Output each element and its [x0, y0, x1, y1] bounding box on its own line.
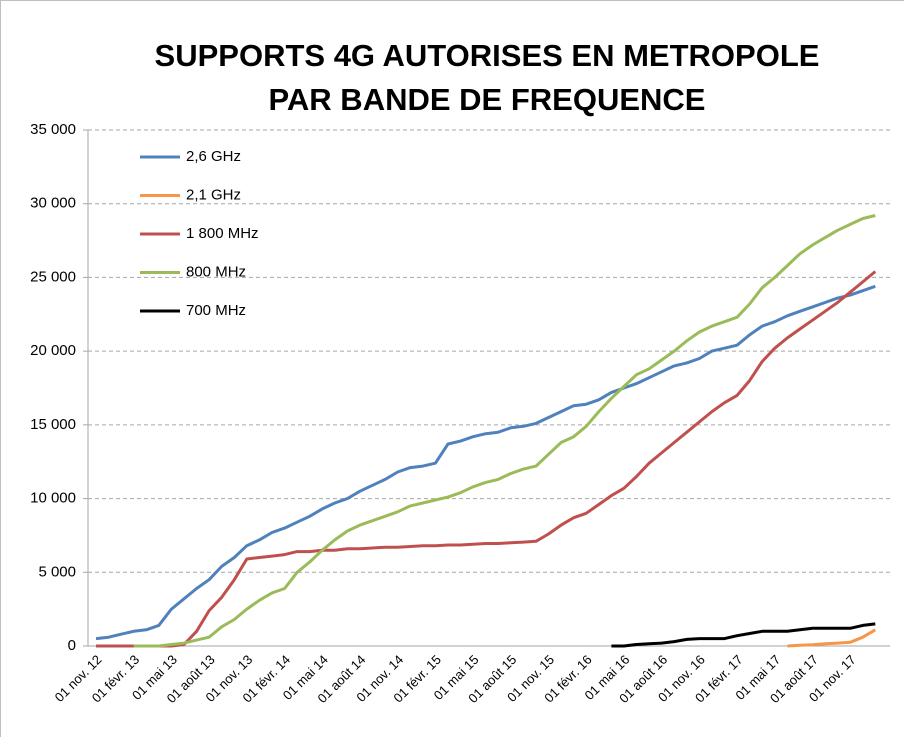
chart-title: PAR BANDE DE FREQUENCE	[269, 82, 706, 117]
y-tick-label: 30 000	[30, 195, 76, 212]
chart-title: SUPPORTS 4G AUTORISES EN METROPOLE	[155, 38, 820, 73]
legend-label: 2,1 GHz	[186, 186, 241, 203]
y-tick-label: 20 000	[30, 342, 76, 359]
legend-label: 1 800 MHz	[186, 225, 259, 242]
legend-label: 2,6 GHz	[186, 148, 241, 165]
y-tick-label: 0	[68, 637, 76, 654]
series-line	[95, 284, 876, 641]
y-tick-label: 35 000	[30, 121, 76, 138]
series-line	[133, 214, 876, 648]
series-line	[611, 622, 876, 648]
y-tick-label: 10 000	[30, 490, 76, 507]
legend-label: 800 MHz	[186, 263, 246, 280]
y-tick-label: 25 000	[30, 268, 76, 285]
series-line	[96, 270, 877, 648]
y-tick-label: 15 000	[30, 416, 76, 433]
y-tick-label: 5 000	[38, 563, 76, 580]
series-line	[787, 628, 877, 648]
legend-label: 700 MHz	[186, 302, 246, 319]
